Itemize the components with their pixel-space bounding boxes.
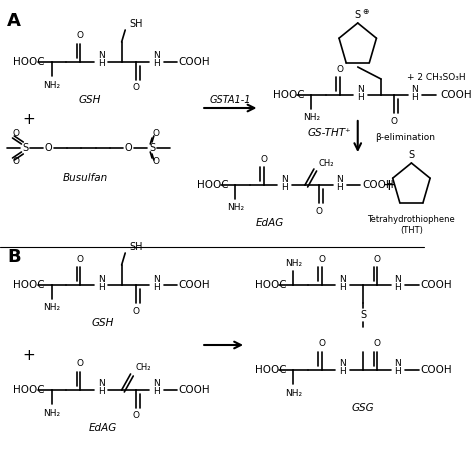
Text: GSG: GSG — [352, 403, 374, 413]
Text: GSTA1-1: GSTA1-1 — [209, 95, 251, 105]
Text: N: N — [281, 174, 288, 184]
Text: COOH: COOH — [420, 365, 452, 375]
Text: +: + — [22, 112, 35, 128]
Text: HOOC: HOOC — [197, 180, 228, 190]
Text: O: O — [152, 129, 159, 139]
Text: GS-THT⁺: GS-THT⁺ — [307, 128, 351, 138]
Text: O: O — [13, 129, 19, 139]
Text: N: N — [153, 380, 160, 388]
Text: +: + — [383, 178, 395, 192]
Text: H: H — [339, 368, 346, 376]
Text: H: H — [357, 93, 364, 101]
Text: N: N — [339, 359, 346, 369]
Text: + 2 CH₃SO₃H: + 2 CH₃SO₃H — [407, 73, 465, 83]
Text: N: N — [411, 84, 419, 94]
Text: O: O — [260, 155, 267, 163]
Text: B: B — [7, 248, 21, 266]
Text: COOH: COOH — [362, 180, 394, 190]
Text: NH₂: NH₂ — [43, 303, 60, 313]
Text: O: O — [77, 32, 84, 40]
Text: NH₂: NH₂ — [43, 409, 60, 418]
Text: H: H — [153, 282, 160, 291]
Text: N: N — [153, 274, 160, 284]
Text: SH: SH — [130, 242, 143, 252]
Text: H: H — [411, 93, 419, 101]
Text: COOH: COOH — [420, 280, 452, 290]
Text: CH₂: CH₂ — [319, 158, 334, 168]
Text: EdAG: EdAG — [256, 218, 284, 228]
Text: NH₂: NH₂ — [303, 113, 320, 123]
Text: O: O — [319, 254, 326, 263]
Text: O: O — [132, 307, 139, 315]
Text: S: S — [355, 10, 361, 20]
Text: O: O — [374, 254, 381, 263]
Text: NH₂: NH₂ — [227, 203, 244, 213]
Text: O: O — [319, 340, 326, 348]
Text: CH₂: CH₂ — [135, 364, 151, 373]
Text: β-elimination: β-elimination — [375, 133, 436, 141]
Text: O: O — [77, 359, 84, 369]
Text: NH₂: NH₂ — [43, 80, 60, 90]
Text: GSH: GSH — [78, 95, 100, 105]
Text: Busulfan: Busulfan — [63, 173, 108, 183]
Text: Tetrahydrothiophene: Tetrahydrothiophene — [367, 215, 455, 224]
Text: H: H — [98, 60, 104, 68]
Text: O: O — [125, 143, 133, 153]
Text: O: O — [45, 143, 52, 153]
Text: HOOC: HOOC — [255, 365, 286, 375]
Text: O: O — [337, 65, 343, 73]
Text: H: H — [395, 368, 401, 376]
Text: N: N — [357, 84, 364, 94]
Text: H: H — [337, 183, 343, 191]
Text: N: N — [98, 380, 104, 388]
Text: S: S — [408, 150, 414, 160]
Text: O: O — [132, 84, 139, 93]
Text: HOOC: HOOC — [13, 280, 45, 290]
Text: NH₂: NH₂ — [285, 258, 302, 268]
Text: H: H — [98, 282, 104, 291]
Text: O: O — [391, 117, 398, 125]
Text: EdAG: EdAG — [89, 423, 117, 433]
Text: (THT): (THT) — [400, 226, 423, 235]
Text: N: N — [395, 274, 401, 284]
Text: HOOC: HOOC — [13, 385, 45, 395]
Text: N: N — [98, 51, 104, 61]
Text: O: O — [316, 207, 323, 215]
Text: COOH: COOH — [179, 385, 210, 395]
Text: H: H — [281, 183, 288, 191]
Text: GSH: GSH — [91, 318, 114, 328]
Text: H: H — [98, 387, 104, 397]
Text: ⊕: ⊕ — [363, 6, 369, 16]
Text: N: N — [153, 51, 160, 61]
Text: COOH: COOH — [179, 280, 210, 290]
Text: HOOC: HOOC — [13, 57, 45, 67]
Text: COOH: COOH — [179, 57, 210, 67]
Text: N: N — [98, 274, 104, 284]
Text: A: A — [7, 12, 21, 30]
Text: O: O — [77, 254, 84, 263]
Text: H: H — [153, 387, 160, 397]
Text: O: O — [152, 157, 159, 167]
Text: O: O — [374, 340, 381, 348]
Text: H: H — [153, 60, 160, 68]
Text: H: H — [339, 282, 346, 291]
Text: NH₂: NH₂ — [285, 388, 302, 397]
Text: N: N — [339, 274, 346, 284]
Text: S: S — [360, 310, 366, 320]
Text: S: S — [149, 143, 155, 153]
Text: H: H — [395, 282, 401, 291]
Text: N: N — [395, 359, 401, 369]
Text: HOOC: HOOC — [273, 90, 304, 100]
Text: O: O — [13, 157, 19, 167]
Text: O: O — [132, 412, 139, 420]
Text: SH: SH — [130, 19, 143, 29]
Text: COOH: COOH — [440, 90, 472, 100]
Text: +: + — [22, 347, 35, 363]
Text: S: S — [22, 143, 28, 153]
Text: N: N — [337, 174, 343, 184]
Text: HOOC: HOOC — [255, 280, 286, 290]
